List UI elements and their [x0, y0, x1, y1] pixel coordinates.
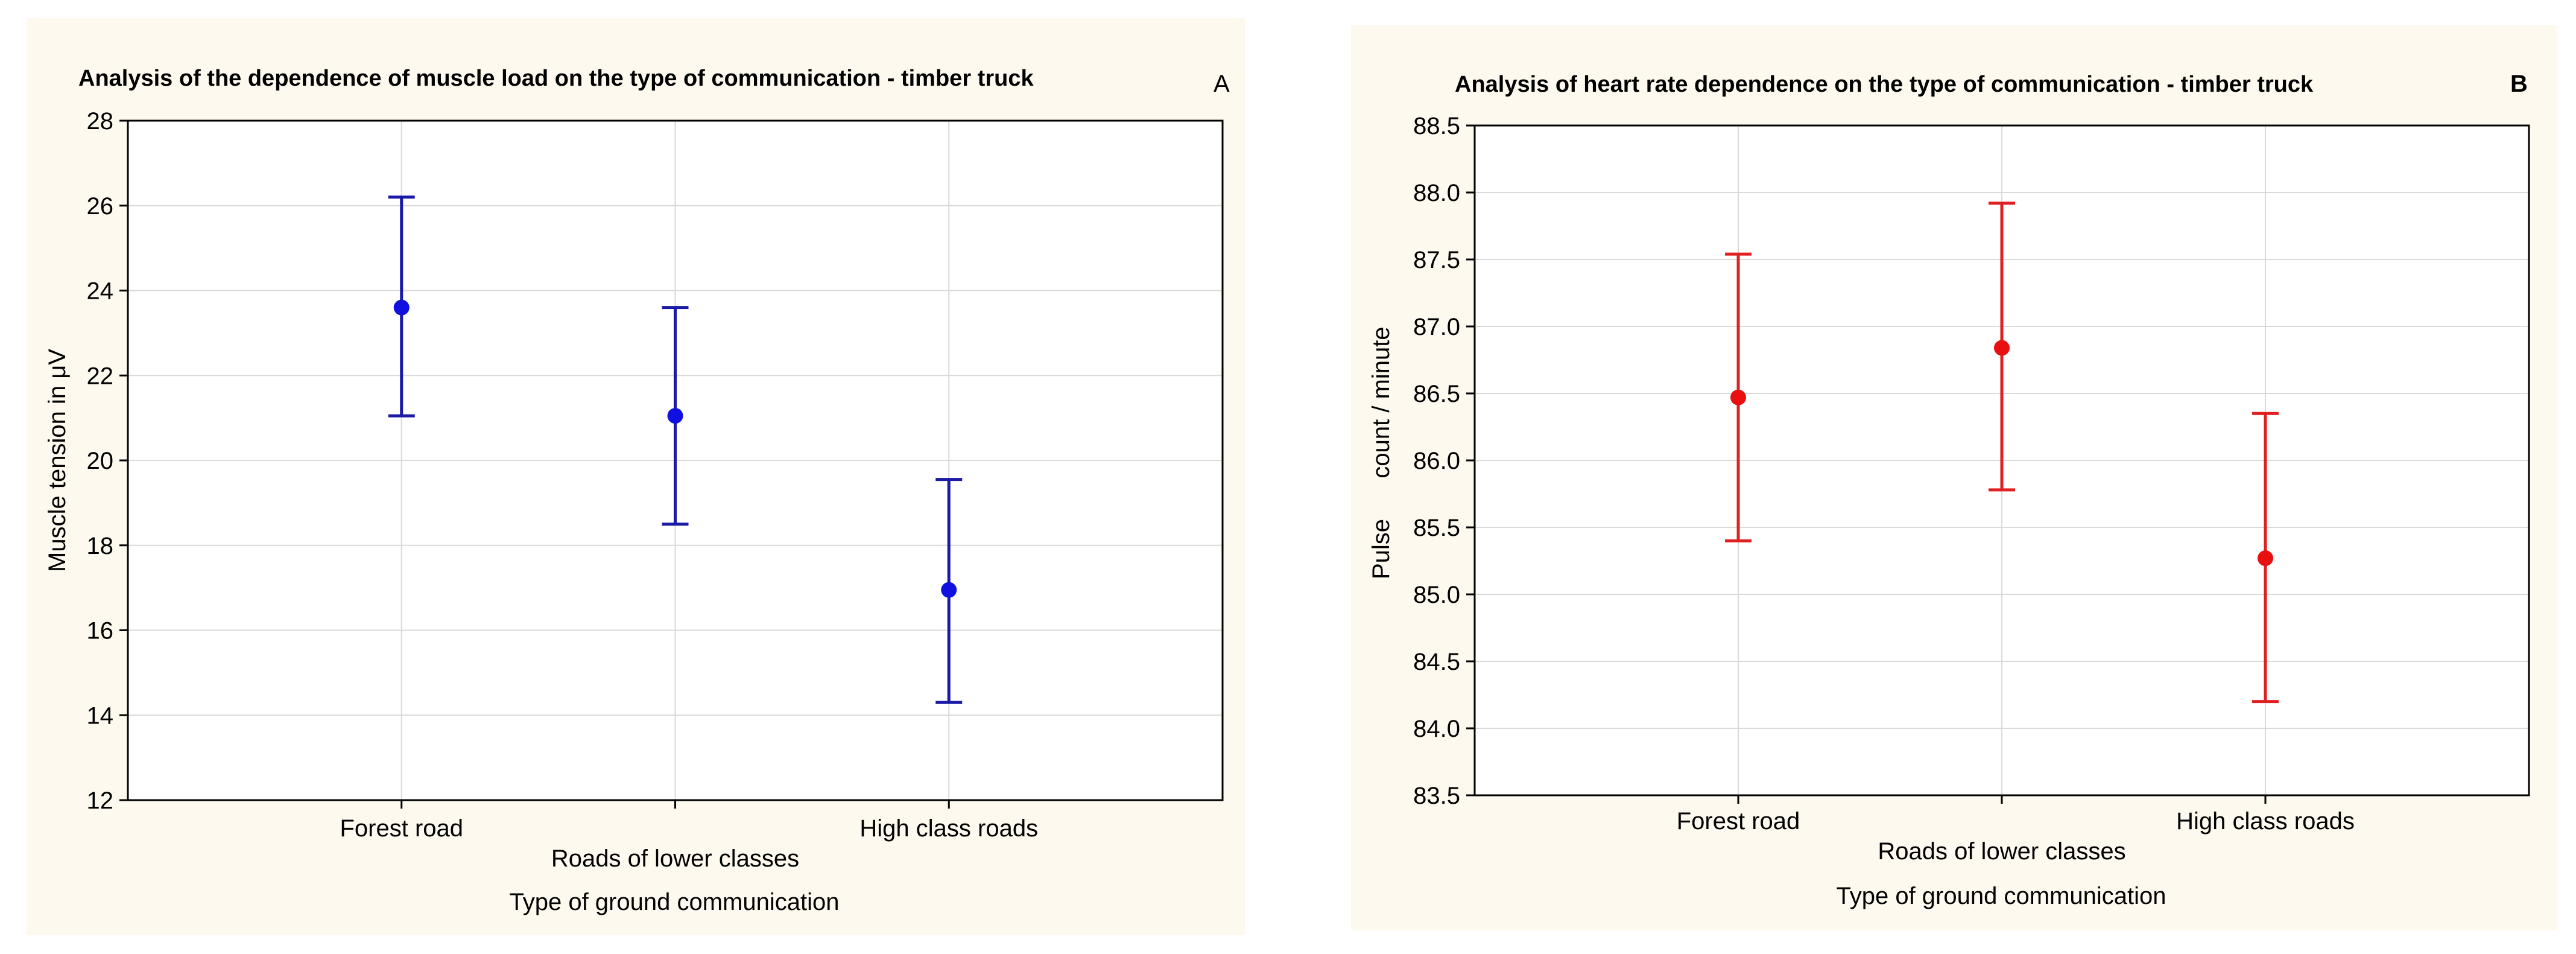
panel-a-y-tick-label: 24 [87, 278, 114, 305]
panel-b-y-tick-label: 84.5 [1413, 649, 1460, 675]
panel-b-y-tick-label: 88.0 [1413, 180, 1460, 206]
panel-a-x-tick-label: High class roads [859, 815, 1038, 842]
panel-a-mean-marker [941, 582, 957, 598]
panel-a-marks [388, 196, 963, 704]
panel-b-y-tick-label: 87.0 [1413, 314, 1460, 340]
panel-a-letter: A [1214, 71, 1230, 97]
panel-b-y-tick-label: 87.5 [1413, 247, 1460, 273]
panel-b-errorbar-group [1725, 252, 1752, 542]
panel-b-mean-marker [1730, 389, 1746, 405]
panel-a-y-tick-label: 28 [87, 108, 114, 135]
panel-a-errorbar-group [935, 478, 963, 704]
panel-a-errorbar-group [662, 306, 689, 526]
panel-a-y-tick-label: 26 [87, 193, 114, 220]
panel-a-y-tick-label: 22 [87, 363, 114, 389]
panel-b-y-axis-label-main: Pulse [1368, 519, 1394, 579]
panel-b-y-tick-label: 85.0 [1413, 582, 1460, 608]
panel-a-y-tick-label: 16 [87, 618, 114, 644]
panel-a-mean-marker [393, 299, 410, 316]
panel-b-y-tick-label: 84.0 [1413, 716, 1460, 742]
panel-b-x-tick-label: Forest road [1677, 808, 1800, 835]
panel-a-errorbar-group [388, 196, 415, 418]
panel-b-x-tick-label: Roads of lower classes [1878, 838, 2125, 865]
panel-b-y-axis-label-sub: count / minute [1368, 326, 1394, 478]
panel-b-y-tick-label: 88.5 [1413, 113, 1460, 139]
panel-a-x-tick-label: Forest road [340, 815, 463, 842]
panel-b-errorbar-group [1989, 202, 2015, 492]
panel-b-ticks: 83.5 84.0 84.5 85.0 85.5 86.0 86.5 87.0 87.5 88.0… [1413, 113, 2355, 865]
panel-a-y-tick-label: 14 [87, 702, 114, 729]
panel-a-y-axis-label: Muscle tension in μV [44, 349, 71, 572]
panel-b-y-tick-label: 85.5 [1413, 515, 1460, 541]
panel-a-gridlines [128, 121, 1223, 800]
panel-b-y-tick-label: 83.5 [1413, 783, 1460, 809]
panel-b: Analysis of heart rate dependence on the… [1351, 25, 2557, 930]
panel-a-x-tick-label: Roads of lower classes [551, 845, 799, 872]
panel-b-y-tick-label: 86.0 [1413, 448, 1460, 474]
panel-b-mean-marker [1994, 340, 2010, 356]
panel-b-x-tick-label: High class roads [2176, 808, 2355, 835]
panel-b-x-axis-label: Type of ground communication [1837, 883, 2166, 909]
panel-a-title: Analysis of the dependence of muscle loa… [78, 66, 1034, 91]
panel-b-mean-marker [2258, 550, 2273, 567]
panel-b-marks [1725, 202, 2279, 704]
panel-b-letter: B [2510, 71, 2528, 97]
panel-a-y-tick-label: 18 [87, 533, 114, 559]
panel-a-y-tick-label: 20 [87, 448, 114, 474]
panel-a: Analysis of the dependence of muscle loa… [27, 18, 1245, 935]
panel-b-title: Analysis of heart rate dependence on the… [1455, 72, 2314, 97]
panel-a-ticks: 12 14 16 18 20 22 24 26 28 Forest road Roads of lo… [87, 108, 1039, 872]
panel-a-y-tick-label: 12 [87, 787, 114, 814]
panel-a-mean-marker [667, 408, 683, 424]
panel-b-y-tick-label: 86.5 [1413, 381, 1460, 407]
panel-a-x-axis-label: Type of ground communication [510, 889, 840, 915]
panel-b-errorbar-group [2252, 412, 2279, 704]
